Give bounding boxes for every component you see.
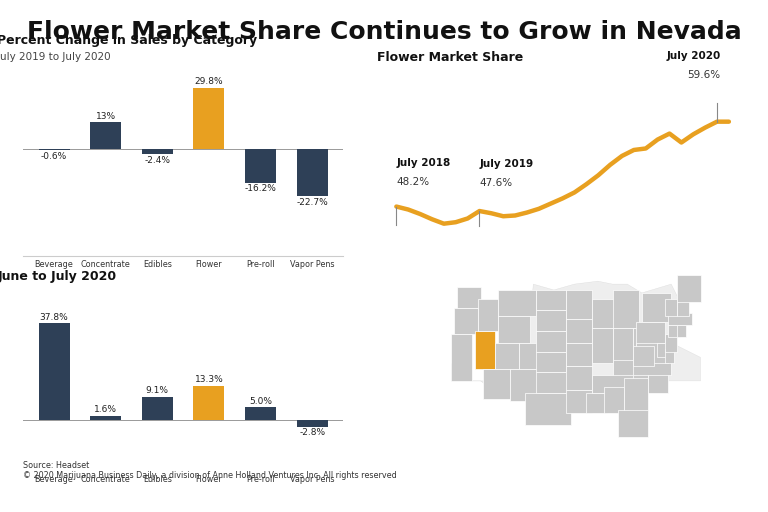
Bar bbox=[536, 352, 565, 372]
Bar bbox=[454, 308, 478, 334]
Bar bbox=[565, 390, 592, 413]
Bar bbox=[565, 319, 592, 343]
Text: Edibles: Edibles bbox=[143, 260, 172, 269]
Text: 29.8%: 29.8% bbox=[194, 77, 223, 87]
Bar bbox=[245, 407, 276, 420]
Bar bbox=[296, 420, 328, 427]
Text: Flower Market Share: Flower Market Share bbox=[377, 51, 523, 64]
Bar bbox=[636, 322, 665, 349]
Bar bbox=[475, 331, 495, 369]
Text: 1.6%: 1.6% bbox=[94, 406, 118, 414]
Bar bbox=[518, 343, 548, 369]
Text: Concentrate: Concentrate bbox=[81, 475, 131, 484]
Bar bbox=[618, 410, 647, 437]
Bar bbox=[194, 88, 224, 149]
Bar bbox=[642, 293, 671, 322]
Bar bbox=[457, 287, 481, 308]
Bar bbox=[665, 299, 677, 316]
Text: 48.2%: 48.2% bbox=[396, 177, 429, 187]
Bar bbox=[613, 328, 633, 364]
Bar bbox=[452, 334, 472, 381]
Bar bbox=[536, 331, 565, 352]
Bar bbox=[90, 122, 121, 149]
Text: -22.7%: -22.7% bbox=[296, 198, 328, 207]
Bar bbox=[624, 378, 647, 413]
Text: 47.6%: 47.6% bbox=[479, 178, 512, 187]
Polygon shape bbox=[452, 281, 700, 398]
Bar bbox=[613, 290, 639, 328]
Bar bbox=[636, 343, 668, 364]
Bar bbox=[586, 393, 607, 413]
Bar bbox=[38, 323, 70, 420]
Bar bbox=[495, 343, 518, 369]
Text: 13%: 13% bbox=[95, 112, 116, 121]
Text: -2.8%: -2.8% bbox=[300, 428, 326, 437]
Bar bbox=[665, 349, 674, 364]
Bar bbox=[484, 369, 510, 398]
Bar bbox=[536, 372, 571, 393]
Bar bbox=[478, 299, 498, 331]
Bar bbox=[592, 375, 633, 393]
Text: Edibles: Edibles bbox=[143, 475, 172, 484]
Bar bbox=[604, 387, 624, 413]
Bar bbox=[296, 149, 328, 196]
Bar bbox=[565, 366, 592, 390]
Bar bbox=[668, 325, 680, 337]
Text: 9.1%: 9.1% bbox=[146, 386, 169, 395]
Text: Percent Change in Sales by Category: Percent Change in Sales by Category bbox=[0, 34, 257, 47]
Bar bbox=[592, 328, 613, 364]
Bar bbox=[677, 296, 689, 316]
Text: -16.2%: -16.2% bbox=[245, 184, 276, 193]
Text: Flower: Flower bbox=[196, 260, 222, 269]
Bar bbox=[565, 343, 592, 366]
Text: July 2018: July 2018 bbox=[396, 158, 451, 168]
Text: 13.3%: 13.3% bbox=[194, 375, 223, 385]
Text: -0.6%: -0.6% bbox=[41, 152, 67, 161]
Text: Vapor Pens: Vapor Pens bbox=[290, 475, 334, 484]
Bar bbox=[665, 334, 677, 352]
Bar bbox=[592, 299, 615, 328]
Bar bbox=[613, 360, 647, 381]
Text: July 2019: July 2019 bbox=[479, 159, 534, 169]
Text: Beverage: Beverage bbox=[35, 475, 74, 484]
Bar bbox=[536, 290, 565, 310]
Text: Pre-roll: Pre-roll bbox=[247, 260, 275, 269]
Text: Concentrate: Concentrate bbox=[81, 260, 131, 269]
Bar bbox=[633, 328, 657, 364]
Bar bbox=[525, 393, 571, 425]
Bar bbox=[498, 316, 531, 343]
Bar bbox=[536, 310, 565, 331]
Text: Source: Headset
© 2020 Marijuana Business Daily, a division of Anne Holland Vent: Source: Headset © 2020 Marijuana Busines… bbox=[23, 461, 397, 480]
Bar bbox=[647, 369, 668, 393]
Text: 37.8%: 37.8% bbox=[40, 313, 68, 322]
Bar bbox=[38, 149, 70, 151]
Bar bbox=[657, 343, 671, 357]
Text: Flower: Flower bbox=[196, 475, 222, 484]
Text: July 2019 to July 2020: July 2019 to July 2020 bbox=[0, 52, 111, 62]
Bar bbox=[677, 275, 700, 302]
Bar bbox=[142, 149, 173, 154]
Bar bbox=[633, 354, 671, 375]
Bar bbox=[142, 396, 173, 420]
Text: Vapor Pens: Vapor Pens bbox=[290, 260, 334, 269]
Text: Flower Market Share Continues to Grow in Nevada: Flower Market Share Continues to Grow in… bbox=[27, 20, 741, 45]
Bar bbox=[498, 290, 536, 316]
Text: 5.0%: 5.0% bbox=[249, 397, 272, 406]
Text: July 2020: July 2020 bbox=[667, 51, 720, 61]
Text: -2.4%: -2.4% bbox=[144, 156, 170, 165]
Bar bbox=[633, 346, 654, 366]
Bar bbox=[510, 369, 539, 401]
Text: Pre-roll: Pre-roll bbox=[247, 475, 275, 484]
Text: 59.6%: 59.6% bbox=[687, 70, 720, 79]
Text: June to July 2020: June to July 2020 bbox=[0, 270, 117, 283]
Bar bbox=[90, 416, 121, 420]
Bar bbox=[677, 325, 686, 337]
Bar bbox=[565, 290, 592, 319]
Bar bbox=[194, 386, 224, 420]
Text: Beverage: Beverage bbox=[35, 260, 74, 269]
Bar bbox=[245, 149, 276, 183]
Bar bbox=[668, 313, 692, 325]
